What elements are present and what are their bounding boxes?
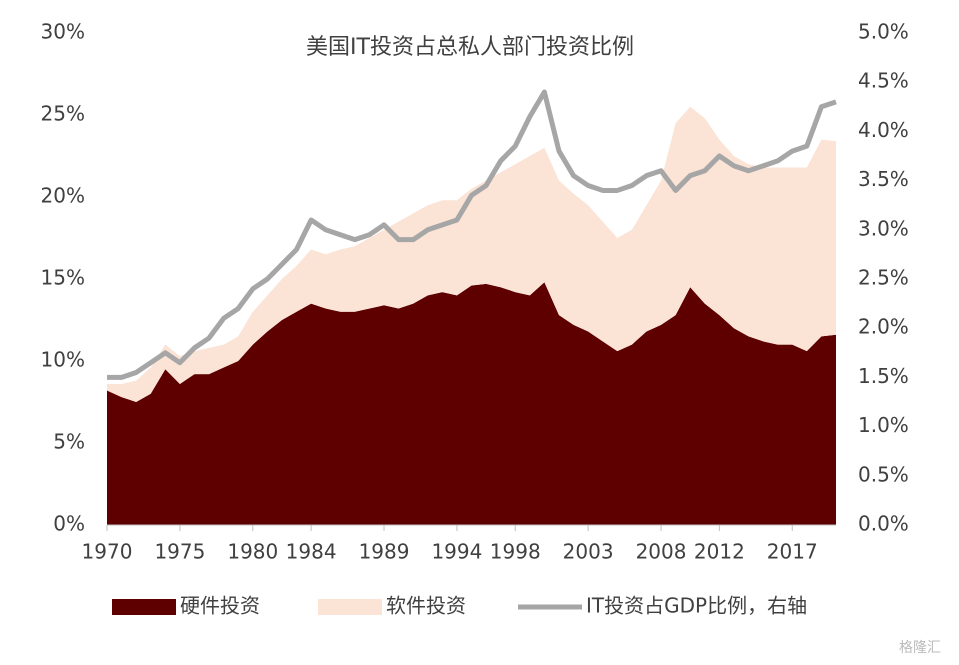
x-tick-label: 2012 xyxy=(694,540,745,564)
x-tick-label: 2003 xyxy=(563,540,614,564)
x-tick-label: 1998 xyxy=(490,540,541,564)
y-tick-label: 20% xyxy=(41,184,85,208)
y2-tick-label: 2.5% xyxy=(858,266,909,290)
y2-tick-label: 1.5% xyxy=(858,364,909,388)
x-tick-label: 1980 xyxy=(227,540,278,564)
x-tick-label: 1994 xyxy=(431,540,482,564)
legend-label: 软件投资 xyxy=(386,594,466,618)
y2-tick-label: 1.0% xyxy=(858,413,909,437)
y-tick-label: 30% xyxy=(41,20,85,44)
legend-swatch xyxy=(318,599,382,615)
x-tick-label: 2008 xyxy=(636,540,687,564)
legend-label: 硬件投资 xyxy=(180,594,260,618)
y-tick-label: 25% xyxy=(41,102,85,126)
y-tick-label: 15% xyxy=(41,266,85,290)
y-tick-label: 0% xyxy=(53,512,85,536)
y2-tick-label: 3.5% xyxy=(858,167,909,191)
area xyxy=(107,106,836,403)
legend-label: IT投资占GDP比例，右轴 xyxy=(586,594,807,618)
legend-swatch xyxy=(112,599,176,615)
y2-tick-label: 4.5% xyxy=(858,69,909,93)
y2-tick-label: 3.0% xyxy=(858,216,909,240)
x-tick-label: 1975 xyxy=(154,540,205,564)
x-tick-label: 1984 xyxy=(286,540,337,564)
y2-tick-label: 0.5% xyxy=(858,462,909,486)
y-tick-label: 5% xyxy=(53,430,85,454)
y2-tick-label: 5.0% xyxy=(858,20,909,44)
x-tick-label: 1970 xyxy=(82,540,133,564)
watermark: 格隆汇 xyxy=(899,640,941,656)
chart-title: 美国IT投资占总私人部门投资比例 xyxy=(306,35,634,60)
x-tick-label: 1989 xyxy=(359,540,410,564)
x-tick-label: 2017 xyxy=(767,540,818,564)
y-tick-label: 10% xyxy=(41,348,85,372)
y2-tick-label: 4.0% xyxy=(858,118,909,142)
y2-tick-label: 2.0% xyxy=(858,315,909,339)
y2-tick-label: 0.0% xyxy=(858,512,909,536)
area xyxy=(107,282,836,525)
line xyxy=(107,89,837,380)
